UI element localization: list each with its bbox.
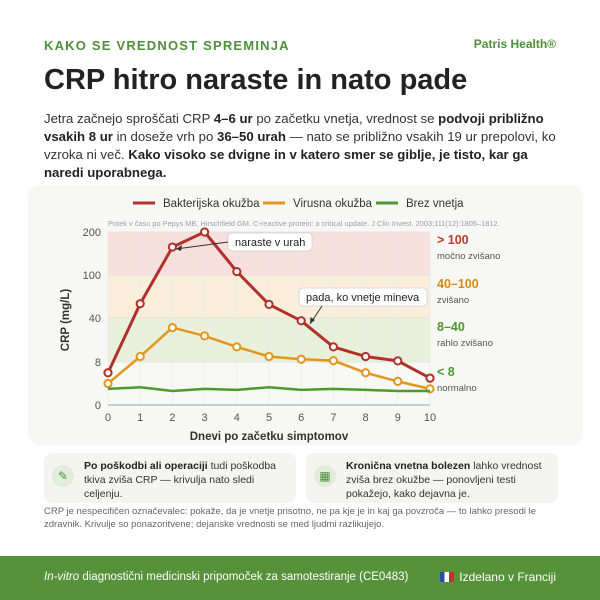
lead-text: Jetra začnejo sproščati CRP — [44, 111, 214, 126]
data-point — [232, 266, 242, 277]
annotation-text: naraste v urah — [235, 237, 305, 249]
lead-text: — nato se približno vsakih 19 ur prepolo… — [44, 129, 556, 162]
note-injury: ✎ Po poškodbi ali operaciji tudi poškodb… — [44, 453, 296, 503]
footer-text: diagnostični medicinski pripomoček za sa… — [79, 571, 409, 583]
band-sublabel: močno zvišano — [437, 251, 500, 262]
data-point — [328, 342, 338, 352]
lead-bold: podvoji približno vsakih 8 ur — [44, 111, 544, 144]
lead-bold: Kako visoko se dvigne in v katero smer s… — [44, 147, 528, 180]
annotation-box — [298, 287, 428, 307]
lead-bold: 36–50 urah — [217, 129, 286, 144]
data-point — [361, 351, 371, 362]
footnote: CRP je nespecifičen označevalec: pokaže,… — [44, 506, 537, 530]
data-point — [328, 356, 338, 366]
data-point — [264, 299, 274, 309]
x-tick-label: 9 — [395, 412, 401, 424]
data-point — [103, 368, 113, 378]
y-axis-label: CRP (mg/L) — [60, 289, 72, 352]
note-chronic: ▦ Kronična vnetna bolezen lahko vrednost… — [306, 453, 558, 503]
band-sublabel: zvišano — [437, 295, 469, 306]
note-body: tudi poškodba tkiva zviša CRP — krivulja… — [84, 460, 277, 500]
footer-bar: In-vitro diagnostični medicinski pripomo… — [0, 556, 600, 600]
x-tick-label: 7 — [330, 412, 336, 424]
x-tick-label: 1 — [137, 412, 143, 424]
footer-made-text: Izdelano v Franciji — [459, 570, 556, 584]
lead-paragraph: Jetra začnejo sproščati CRP 4–6 ur po za… — [44, 110, 566, 182]
data-point — [393, 356, 403, 366]
y-tick-label: 100 — [83, 270, 101, 282]
note-title: Kronična vnetna bolezen — [346, 460, 471, 472]
x-tick-label: 8 — [363, 412, 369, 424]
x-tick-label: 0 — [105, 412, 111, 424]
x-tick-label: 4 — [234, 412, 240, 424]
note-title: Po poškodbi ali operaciji — [84, 460, 208, 472]
data-point — [296, 354, 306, 364]
data-point — [200, 331, 210, 341]
x-axis-label: Dnevi po začetku simptomov — [190, 431, 349, 443]
france-flag-icon — [440, 572, 455, 582]
annotation-text: pada, ko vnetje mineva — [306, 292, 420, 304]
calendar-icon: ▦ — [314, 465, 336, 487]
y-tick-label: 0 — [95, 400, 101, 412]
band-label: > 100 — [437, 233, 469, 247]
band-label: 8–40 — [437, 320, 465, 334]
data-point — [200, 227, 210, 237]
y-tick-label: 200 — [83, 227, 101, 239]
plaster-icon: ✎ — [52, 465, 74, 487]
data-point — [167, 323, 177, 333]
brand-logo: Patris Health® — [473, 37, 556, 51]
legend-label: Bakterijska okužba — [163, 198, 260, 210]
footer-made-in: Izdelano v Franciji — [440, 570, 556, 584]
x-tick-label: 5 — [266, 412, 272, 424]
series-line — [107, 386, 430, 393]
note-text: Kronična vnetna bolezen lahko vrednost z… — [346, 459, 550, 501]
data-point — [361, 368, 371, 378]
data-point — [296, 316, 306, 326]
data-point — [425, 373, 435, 383]
data-point — [103, 378, 113, 389]
data-point — [393, 376, 403, 386]
x-tick-label: 6 — [298, 412, 304, 424]
data-point — [232, 342, 242, 352]
lead-text: in doseže vrh po — [112, 129, 218, 144]
annotation-arrow — [175, 241, 229, 250]
legend-label: Virusna okužba — [293, 198, 373, 210]
y-tick-label: 8 — [95, 357, 101, 369]
legend-label: Brez vnetja — [406, 198, 464, 210]
data-point — [167, 242, 177, 252]
footer-disclaimer: In-vitro diagnostični medicinski pripomo… — [44, 571, 408, 583]
x-tick-label: 2 — [169, 412, 175, 424]
x-tick-label: 10 — [424, 412, 436, 424]
x-tick-label: 3 — [202, 412, 208, 424]
data-point — [135, 351, 145, 362]
band-label: 40–100 — [437, 277, 479, 291]
y-tick-label: 40 — [89, 313, 101, 325]
chart-source: Potek v času po Pepys MB, Hirschfield GM… — [108, 219, 500, 228]
footer-italic: In-vitro — [44, 571, 80, 583]
note-body: lahko vrednost zviša brez okužbe — ponov… — [346, 460, 542, 500]
data-point — [135, 299, 145, 309]
annotation-arrowhead — [176, 245, 182, 251]
lead-bold: 4–6 ur — [213, 111, 253, 126]
band-sublabel: rahlo zvišano — [437, 338, 493, 349]
annotation-arrowhead — [310, 317, 315, 324]
note-text: Po poškodbi ali operaciji tudi poškodba … — [84, 459, 288, 501]
page-title: CRP hitro naraste in nato pade — [44, 64, 468, 96]
eyebrow-label: KAKO SE VREDNOST SPREMINJA — [44, 38, 290, 53]
band-label: < 8 — [437, 365, 455, 379]
data-point — [264, 351, 274, 362]
lead-text: po začetku vnetja, vrednost se — [252, 111, 439, 126]
band-sublabel: normalno — [437, 383, 477, 394]
